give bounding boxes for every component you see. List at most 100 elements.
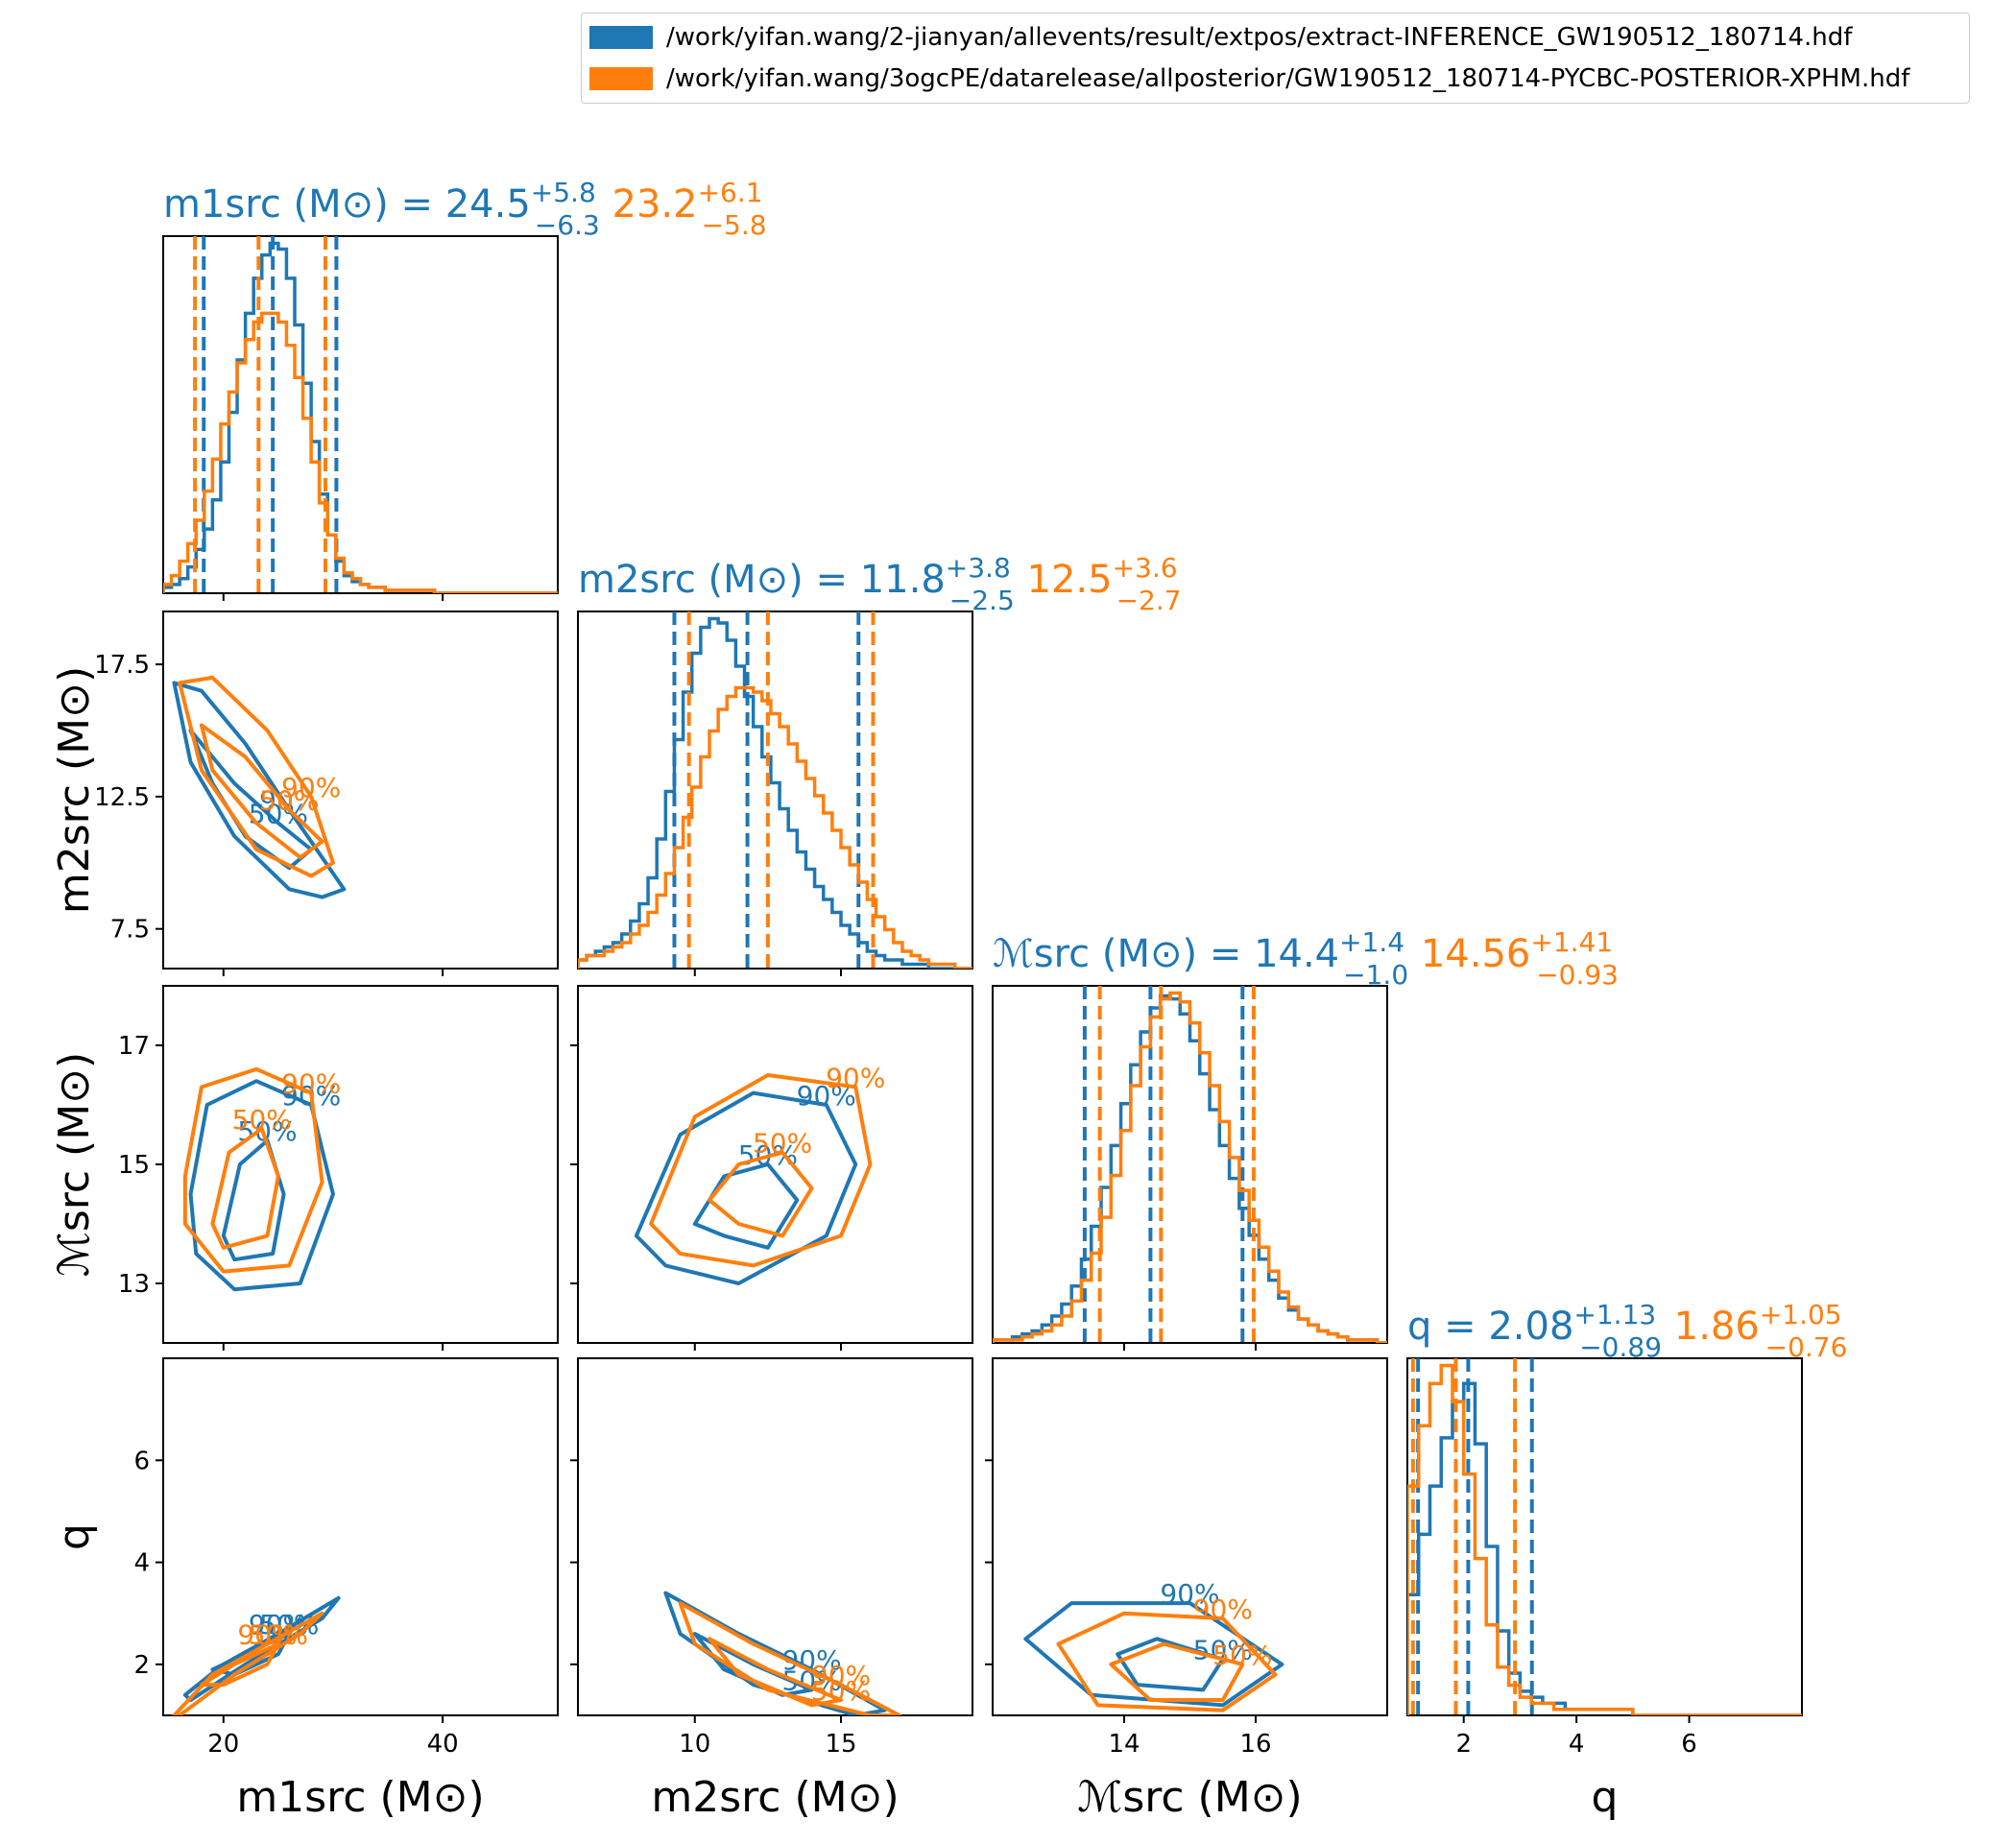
title-part-0: ℳsrc (M⊙) = 14.4 (993, 932, 1339, 976)
panel-m1-m2 (162, 611, 559, 970)
xaxis-label-q: q (1592, 1773, 1619, 1822)
panel-m1-mc (162, 985, 559, 1344)
contour-m1-mc-orange-1 (182, 1066, 324, 1274)
xaxis-label-m2: m2src (M⊙) (651, 1773, 899, 1822)
ytick-label-q-1: 4 (133, 1549, 150, 1578)
contour-label-m1-mc-orange-1: 90% (281, 1068, 341, 1100)
legend-swatch-orange (589, 67, 653, 90)
ytick-label-q-2: 6 (133, 1447, 150, 1475)
histogram-m1-orange (163, 311, 558, 593)
panel-mc-q (992, 1357, 1388, 1716)
ytick-label-q-0: 2 (133, 1651, 150, 1680)
contour-label-m1-mc-orange-0: 50% (232, 1104, 292, 1136)
yaxis-label-q: q (50, 1523, 99, 1550)
title-m1: m1src (M⊙) = 24.5+5.8 −6.3 23.2+6.1 −5.8 (163, 177, 767, 241)
xaxis-label-m1: m1src (M⊙) (236, 1773, 484, 1822)
title-part-3: 23.2 (600, 182, 698, 227)
title-part-2: −2.5 (949, 585, 1015, 616)
title-mc: ℳsrc (M⊙) = 14.4+1.4 −1.0 14.56+1.41 −0.93 (993, 926, 1619, 991)
contour-m2-mc-blue-0 (692, 1162, 800, 1250)
title-part-2: −1.0 (1343, 959, 1408, 991)
contour-mc-q-blue-0 (1116, 1637, 1225, 1692)
xaxis-label-mc: ℳsrc (M⊙) (1077, 1773, 1302, 1822)
histogram-m2-orange (578, 685, 972, 969)
title-q: q = 2.08+1.13 −0.89 1.86+1.05 −0.76 (1407, 1299, 1847, 1363)
contour-label-m1-m2-orange-1: 90% (281, 772, 341, 803)
contour-m1-mc-blue-0 (221, 1138, 286, 1262)
title-part-1: +5.8 (531, 177, 596, 208)
contour-m2-q-blue-0 (692, 1631, 814, 1697)
ytick-label-mc-2: 17 (118, 1032, 150, 1061)
title-part-5: −0.93 (1536, 959, 1619, 991)
contour-label-m2-mc-orange-0: 50% (753, 1128, 812, 1160)
title-part-0: q = 2.08 (1407, 1305, 1573, 1349)
panel-mc-hist (992, 985, 1388, 1344)
contour-mc-q-orange-0 (1109, 1641, 1245, 1703)
histogram-q-orange (1407, 1363, 1802, 1715)
contour-m2-mc-blue-1 (634, 1090, 858, 1285)
yaxis-label-m2: m2src (M⊙) (50, 666, 99, 914)
xtick-label-m2-0: 10 (679, 1730, 710, 1759)
histogram-m2-blue (578, 616, 972, 969)
title-part-5: −2.7 (1116, 585, 1182, 616)
xtick-label-q-0: 2 (1455, 1730, 1472, 1759)
contour-m1-mc-blue-1 (188, 1079, 335, 1292)
panel-m2-hist (577, 611, 973, 970)
legend-label-orange: /work/yifan.wang/3ogcPE/datarelease/allp… (666, 64, 1910, 93)
xtick-label-q-2: 6 (1681, 1730, 1697, 1759)
legend-item-orange: /work/yifan.wang/3ogcPE/datarelease/allp… (589, 64, 1909, 93)
ytick-label-m2-0: 7.5 (110, 916, 150, 945)
title-part-1: +1.4 (1339, 926, 1404, 958)
title-part-2: −6.3 (535, 209, 600, 241)
title-part-5: −5.8 (702, 209, 767, 241)
contour-m1-m2-orange-0 (199, 723, 324, 860)
panel-m1-hist (162, 235, 559, 594)
legend-swatch-blue (589, 26, 653, 49)
panel-m1-q (162, 1357, 559, 1716)
title-part-2: −0.89 (1579, 1331, 1662, 1363)
title-part-3: 14.56 (1408, 932, 1530, 976)
contour-m1-mc-orange-0 (210, 1126, 280, 1250)
contour-mc-q-orange-1 (1056, 1611, 1278, 1712)
ytick-label-mc-1: 15 (118, 1151, 150, 1180)
title-part-4: +3.6 (1113, 552, 1178, 584)
title-part-5: −0.76 (1765, 1331, 1848, 1363)
title-part-0: m1src (M⊙) = 24.5 (163, 182, 531, 227)
histogram-m1-blue (163, 241, 558, 593)
xtick-label-m1-1: 40 (427, 1730, 459, 1759)
contour-label-mc-q-blue-1: 90% (1160, 1578, 1219, 1610)
contour-m1-m2-blue-1 (172, 681, 347, 899)
contour-label-mc-q-orange-1: 90% (1193, 1593, 1253, 1625)
title-part-1: +3.8 (946, 552, 1011, 584)
title-part-1: +1.13 (1573, 1299, 1656, 1330)
contour-label-m2-mc-orange-1: 90% (826, 1062, 885, 1093)
contour-m1-m2-orange-1 (178, 675, 335, 878)
contour-m2-mc-orange-1 (649, 1073, 873, 1268)
contour-label-m2-q-orange-1: 90% (811, 1660, 871, 1691)
yaxis-label-mc: ℳsrc (M⊙) (50, 1052, 99, 1277)
contour-m1-q-blue-1 (182, 1595, 341, 1703)
contour-m2-mc-orange-0 (708, 1150, 814, 1238)
contour-label-mc-q-orange-0: 50% (1212, 1640, 1272, 1671)
title-part-0: m2src (M⊙) = 11.8 (578, 558, 946, 602)
title-part-4: +1.05 (1760, 1299, 1842, 1330)
title-part-4: +6.1 (698, 177, 763, 208)
contour-label-m1-q-orange-1: 90% (237, 1619, 297, 1651)
contour-m1-q-orange-1 (172, 1611, 324, 1715)
ytick-label-m2-1: 12.5 (94, 783, 150, 812)
panel-m2-q (577, 1357, 973, 1716)
xtick-label-m1-0: 20 (207, 1730, 239, 1759)
contour-m2-q-orange-1 (678, 1601, 901, 1715)
xtick-label-m2-1: 15 (825, 1730, 856, 1759)
legend-item-blue: /work/yifan.wang/2-jianyan/allevents/res… (589, 23, 1852, 52)
title-part-3: 1.86 (1662, 1305, 1760, 1349)
title-part-3: 12.5 (1015, 558, 1113, 602)
ytick-label-mc-0: 13 (118, 1270, 150, 1299)
xtick-label-mc-1: 16 (1239, 1730, 1271, 1759)
ytick-label-m2-2: 17.5 (94, 651, 150, 680)
title-part-4: +1.41 (1530, 926, 1613, 958)
xtick-label-mc-0: 14 (1108, 1730, 1140, 1759)
title-m2: m2src (M⊙) = 11.8+3.8 −2.5 12.5+3.6 −2.7 (578, 552, 1182, 616)
legend-label-blue: /work/yifan.wang/2-jianyan/allevents/res… (666, 23, 1853, 52)
